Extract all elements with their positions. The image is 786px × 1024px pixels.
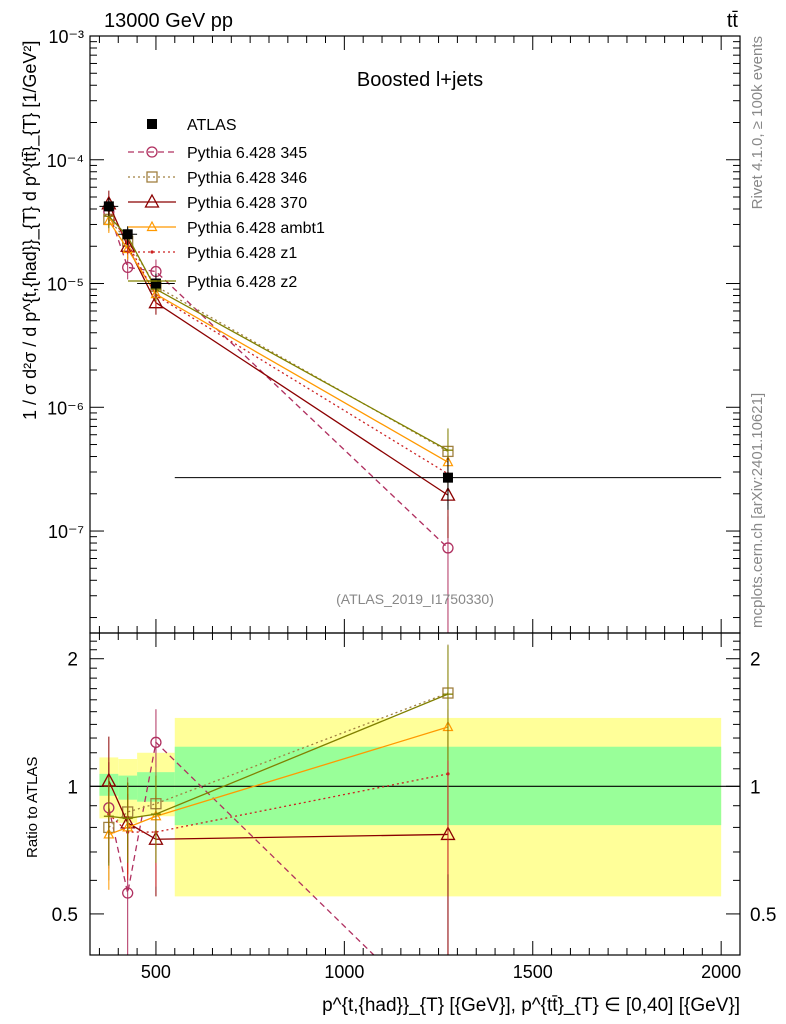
series-pythia-6.428-z1-legend-marker	[150, 250, 154, 254]
legend-label-z2: Pythia 6.428 z2	[187, 274, 297, 291]
legend-label-z1: Pythia 6.428 z1	[187, 245, 297, 262]
x-tick-label: 1000	[324, 962, 364, 982]
header-left: 13000 GeV pp	[104, 10, 233, 32]
series-pythia-6.428-ambt1-ratio-line	[108, 726, 449, 836]
legend-label-atlas: ATLAS	[187, 117, 237, 134]
legend-label-346: Pythia 6.428 346	[187, 170, 307, 187]
series-pythia-6.428-z2-line	[108, 215, 449, 451]
legend-label-ambt1: Pythia 6.428 ambt1	[187, 220, 325, 237]
legend: ATLAS Pythia 6.428 345 Pythia 6.428 346 …	[128, 117, 325, 291]
y-tick-label: 10⁻⁵	[47, 275, 84, 295]
x-axis-label: p^{t,{had}}_{T} [{GeV}], p^{tt̄}_{T} ∈ […	[322, 995, 740, 1016]
ratio-series	[101, 644, 456, 955]
series-pythia-6.428-345-line	[108, 211, 449, 549]
rivet-label: Rivet 4.1.0, ≥ 100k events	[749, 36, 766, 209]
x-axis: 500 1000 1500 2000	[98, 633, 741, 982]
series-pythia-6.428-z2-ratio-line	[108, 693, 449, 820]
series-pythia-6.428-346-legend-marker	[146, 171, 158, 183]
series-pythia-6.428-345-ratio-line	[108, 741, 375, 955]
series-pythia-6.428-370-ratio-line	[108, 780, 448, 840]
ratio-tick-label-right: 0.5	[750, 905, 776, 926]
legend-label-370: Pythia 6.428 370	[187, 195, 307, 212]
y-tick-label: 10⁻⁷	[48, 522, 84, 542]
series-pythia-6.428-370-legend-marker	[144, 193, 160, 208]
x-tick-label: 1500	[513, 962, 553, 982]
ratio-tick-label-right: 1	[750, 777, 761, 798]
y-tick-label: 10⁻⁶	[47, 398, 84, 418]
x-tick-label: 2000	[701, 962, 741, 982]
atlas-data-point	[442, 472, 453, 483]
series-pythia-6.428-345-marker	[442, 542, 454, 554]
ratio-panel: 2 2 1 1 0.5 0.5	[52, 640, 776, 956]
header-right: tt̄	[727, 10, 739, 32]
ratio-tick-label: 2	[67, 650, 78, 671]
series-pythia-6.428-345-legend-marker	[146, 146, 158, 158]
ratio-frame	[89, 632, 741, 956]
series-pythia-6.428-345-ratio-marker	[122, 887, 134, 899]
atlas-legend-marker	[147, 119, 157, 129]
series-pythia-6.428-370-marker	[148, 294, 164, 309]
legend-label-345: Pythia 6.428 345	[187, 145, 307, 162]
main-series	[99, 190, 722, 633]
series-pythia-6.428-ambt1-legend-marker	[146, 220, 158, 232]
ratio-tick-label-right: 2	[750, 650, 761, 671]
series-pythia-6.428-ambt1-line	[108, 220, 449, 463]
ratio-tick-label: 1	[67, 777, 78, 798]
y-tick-label: 10⁻⁴	[47, 151, 84, 171]
main-panel: 10⁻³ 10⁻⁴ 10⁻⁵ 10⁻⁶ 10⁻⁷	[47, 27, 741, 633]
series-pythia-6.428-370-line	[108, 203, 449, 496]
atlas-data-point	[122, 229, 133, 240]
mcplots-label: mcplots.cern.ch [arXiv:2401.10621]	[749, 393, 766, 628]
atlas-data-point	[150, 278, 161, 289]
atlas-data-point	[103, 201, 114, 212]
x-tick-label: 500	[141, 962, 171, 982]
analysis-tag: (ATLAS_2019_I1750330)	[336, 591, 494, 607]
series-pythia-6.428-345-marker	[122, 261, 134, 274]
series-pythia-6.428-z1-ratio-marker	[446, 772, 450, 776]
ratio-y-label: Ratio to ATLAS	[24, 757, 41, 858]
series-pythia-6.428-345-ratio-marker	[150, 736, 162, 748]
y-axis-label: 1 / σ d²σ / d p^{t,{had}}_{T} d p^{tt̄}_…	[20, 41, 41, 420]
y-tick-label: 10⁻³	[48, 27, 84, 47]
series-pythia-6.428-z1-ratio-line	[108, 773, 449, 833]
chart-title: Boosted l+jets	[357, 69, 483, 91]
ratio-tick-label: 0.5	[52, 905, 78, 926]
